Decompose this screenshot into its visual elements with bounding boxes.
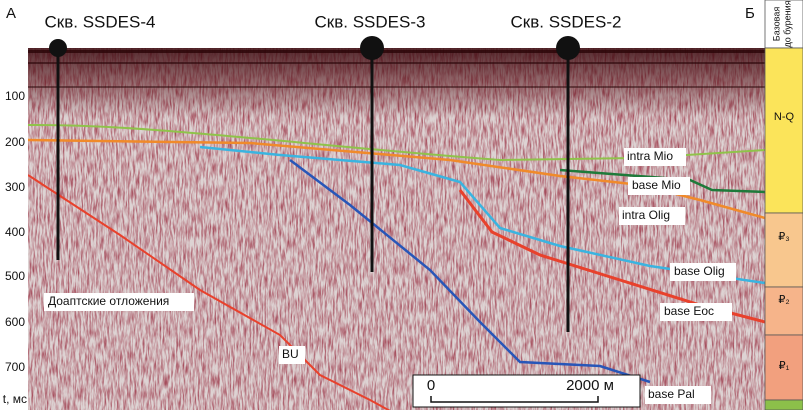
unit-label: ₽₁: [779, 360, 790, 372]
y-tick-label: 700: [5, 360, 25, 374]
horizon-label: intra Olig: [622, 208, 670, 222]
horizon-bu: [28, 174, 391, 410]
well-label: Скв. SSDES-3: [315, 12, 426, 31]
well-label: Скв. SSDES-2: [511, 12, 622, 31]
well-label: Скв. SSDES-4: [45, 12, 156, 31]
horizon-labels: intra Mio base Mio intra Olig base Olig …: [44, 148, 736, 404]
y-tick-label: 300: [5, 180, 25, 194]
scale-label: 0: [427, 377, 435, 394]
horizon-label: BU: [282, 347, 299, 361]
y-tick-label: 600: [5, 315, 25, 329]
wells: Скв. SSDES-4 Скв. SSDES-3 Скв. SSDES-2: [45, 12, 622, 332]
y-tick-label: 100: [5, 89, 25, 103]
y-tick-label: 400: [5, 225, 25, 239]
scale-label: 2000 м: [566, 377, 614, 394]
horizon-label: base Pal: [648, 387, 695, 401]
horizon-label: base Olig: [674, 264, 725, 278]
scale-bar: 0 2000 м: [412, 374, 641, 408]
horizon-intra-olig: [28, 138, 765, 220]
y-tick-label: 500: [5, 269, 25, 283]
corner-label: А: [6, 5, 16, 22]
horizon-label: intra Mio: [627, 149, 673, 163]
horizon-base-olig: [199, 145, 765, 285]
y-axis: 100 200 300 400 500 600 700 t, мс: [3, 89, 27, 406]
strat-column: Базовая до бурения N-Q ₽₃ ₽₂ ₽₁: [764, 0, 803, 410]
corner-label: Б: [745, 5, 755, 22]
horizon-base-pal: [289, 159, 651, 384]
column-header: Базовая: [771, 7, 781, 42]
unit-label: ₽₂: [778, 294, 789, 306]
column-header: до бурения: [782, 0, 792, 47]
well-head: [360, 36, 384, 60]
well-head: [49, 39, 67, 57]
horizon-label: base Eoc: [664, 304, 714, 318]
horizon-intra-mio: [28, 123, 765, 162]
unit-label: N-Q: [774, 111, 795, 123]
horizon-base-mio: [559, 168, 765, 194]
seismic-panel: [28, 48, 765, 410]
y-axis-label: t, мс: [3, 392, 27, 406]
well-head: [556, 36, 580, 60]
y-tick-label: 200: [5, 135, 25, 149]
horizon-label: base Mio: [632, 178, 681, 192]
section-label: Доаптские отложения: [48, 294, 169, 308]
unit-label: ₽₃: [778, 231, 789, 243]
